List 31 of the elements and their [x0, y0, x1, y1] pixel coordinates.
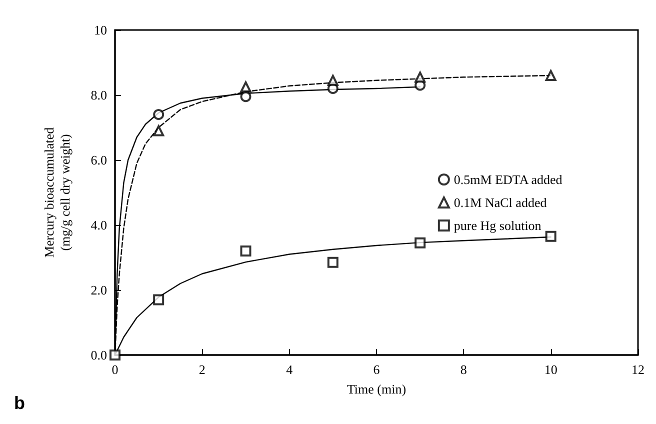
point — [414, 237, 426, 248]
y-axis-title: Mercury bioaccumulated (mg/g cell dry weight) — [42, 126, 72, 258]
y-tick-label: 8.0 — [90, 88, 107, 102]
point — [240, 246, 252, 256]
y-tick-label: 0.0 — [90, 348, 107, 362]
x-tick-label: 8 — [460, 362, 467, 377]
x-tick-label: 12 — [632, 362, 644, 377]
x-tick-label: 6 — [373, 362, 380, 377]
point — [545, 230, 556, 242]
text: b — [14, 393, 25, 413]
legend-label: pure Hg solution — [454, 218, 542, 233]
point — [240, 81, 252, 92]
x-tick-label: 0 — [112, 362, 118, 377]
point — [327, 74, 338, 86]
legend-label: 0.1M NaCl added — [454, 195, 548, 210]
legend-label: 0.5mM EDTA added — [454, 172, 563, 187]
point — [414, 72, 426, 83]
y-tick-label: 4.0 — [90, 218, 107, 232]
x-axis-title: Time (min) — [346, 381, 406, 396]
y-tick-label: 6.0 — [90, 152, 107, 168]
point — [327, 256, 338, 268]
y-tick-label: 10 — [94, 22, 107, 38]
y-tick-label: 2.0 — [90, 282, 107, 298]
point — [153, 294, 164, 306]
x-tick-label: 2 — [198, 362, 206, 377]
point — [240, 91, 252, 102]
x-tick-label: 4 — [286, 362, 294, 377]
point — [153, 109, 164, 120]
x-tick-label: 10 — [544, 362, 558, 377]
point — [153, 125, 164, 136]
point — [545, 70, 556, 81]
